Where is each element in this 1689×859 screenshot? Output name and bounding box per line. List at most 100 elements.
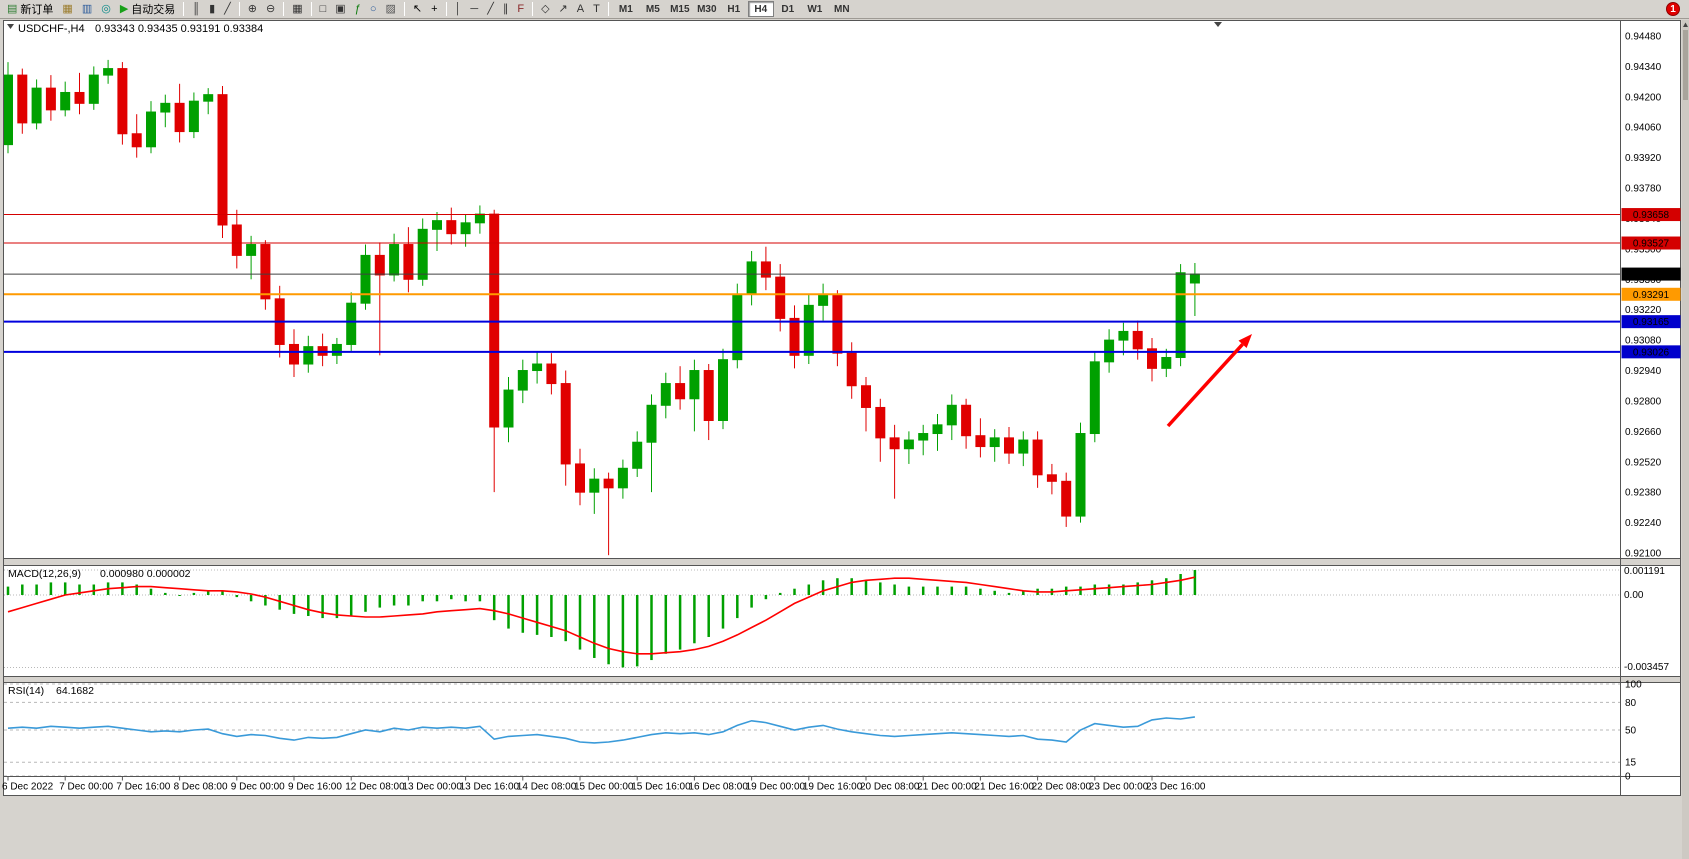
- macd-layer: [6, 570, 1197, 668]
- candle-bearish: [1147, 348, 1157, 369]
- macd-histogram-bar: [707, 595, 710, 637]
- templates-button[interactable]: ▨: [381, 1, 399, 18]
- candle-bullish: [803, 304, 814, 356]
- candle-bullish: [417, 228, 428, 280]
- macd-histogram-bar: [235, 595, 239, 598]
- candle-bearish: [231, 224, 242, 256]
- timeframe-m30-button[interactable]: M30: [694, 1, 720, 17]
- timeframe-m1-button[interactable]: M1: [613, 1, 639, 17]
- vertical-scrollbar[interactable]: [1682, 20, 1689, 859]
- time-axis-label: 14 Dec 08:00: [517, 782, 577, 793]
- macd-histogram-bar: [278, 595, 281, 610]
- price-axis-label: 0.93220: [1625, 305, 1662, 316]
- candles-layer[interactable]: [3, 59, 1200, 556]
- periods-button[interactable]: ○: [366, 1, 381, 18]
- macd-axis-zero-label: 0.00: [1624, 590, 1644, 601]
- time-axis-label: 21 Dec 16:00: [974, 782, 1034, 793]
- time-axis-label: 9 Dec 00:00: [231, 782, 285, 793]
- text-label-button[interactable]: T: [589, 1, 604, 18]
- scrollbar-up-icon[interactable]: [1683, 22, 1688, 28]
- symbol-dropdown-icon[interactable]: [7, 24, 14, 29]
- vertical-line-button[interactable]: │: [451, 1, 466, 18]
- cursor-button[interactable]: ↖: [409, 1, 426, 18]
- chart-ohlc-values: 0.93343 0.93435 0.93191 0.93384: [95, 23, 263, 35]
- candlestick-chart-button[interactable]: ▮: [205, 1, 219, 18]
- macd-histogram-bar: [979, 588, 982, 595]
- timeframe-d1-button[interactable]: D1: [775, 1, 801, 17]
- vertical-line-icon: │: [454, 2, 462, 15]
- chart-wizard-button[interactable]: ▦: [58, 1, 76, 18]
- timeframe-w1-button[interactable]: W1: [802, 1, 828, 17]
- profiles-button[interactable]: ▥: [78, 1, 96, 18]
- new-order-button[interactable]: ▤ 新订单: [3, 1, 57, 18]
- auto-arrange-button[interactable]: ▣: [331, 1, 349, 18]
- new-chart-button[interactable]: □: [316, 1, 331, 18]
- rsi-axis-label: 100: [1625, 680, 1642, 691]
- horizontal-line-button[interactable]: ─: [466, 1, 482, 18]
- timeframe-m15-button[interactable]: M15: [667, 1, 693, 17]
- trendline-button[interactable]: ╱: [483, 1, 498, 18]
- price-axis-label: 0.94480: [1625, 32, 1662, 43]
- candle-bullish: [146, 111, 156, 148]
- macd-histogram-bar: [1150, 580, 1154, 595]
- zoom-in-button[interactable]: ⊕: [244, 1, 261, 18]
- macd-axis-max-label: 0.001191: [1624, 566, 1665, 577]
- annotation-arrow-head[interactable]: [1238, 334, 1252, 349]
- autotrade-button[interactable]: ▶ 自动交易: [116, 1, 179, 18]
- timeframe-mn-button[interactable]: MN: [829, 1, 855, 17]
- time-axis-label: 13 Dec 16:00: [460, 782, 520, 793]
- candle-bullish: [903, 439, 914, 450]
- new-order-button-label: 新订单: [20, 4, 54, 16]
- line-chart-button[interactable]: ╱: [220, 1, 235, 18]
- candle-bullish: [303, 346, 314, 365]
- candle-bearish: [889, 437, 900, 450]
- macd-histogram-bar: [407, 595, 410, 606]
- channel-button[interactable]: ∥: [499, 1, 513, 18]
- rsi-axis-label: 50: [1625, 726, 1637, 737]
- shapes-button[interactable]: ◇: [537, 1, 553, 18]
- time-axis-label: 6 Dec 2022: [2, 782, 54, 793]
- macd-histogram-bar: [307, 595, 310, 616]
- arrows-button[interactable]: ↗: [555, 1, 572, 18]
- text-icon: A: [576, 2, 585, 15]
- fibonacci-button[interactable]: F: [513, 1, 528, 18]
- timeframe-m5-button[interactable]: M5: [640, 1, 666, 17]
- tile-windows-icon: ▦: [292, 2, 303, 15]
- price-axis-label: 0.92520: [1625, 457, 1662, 468]
- macd-axis-min-label: -0.003457: [1624, 662, 1669, 673]
- bar-chart-button[interactable]: ║: [188, 1, 204, 18]
- macd-histogram-bar: [321, 595, 324, 619]
- timeframe-h1-button[interactable]: H1: [721, 1, 747, 17]
- time-axis-label: 13 Dec 00:00: [402, 782, 462, 793]
- macd-histogram-bar: [650, 595, 653, 661]
- chart-background: [3, 20, 1681, 796]
- crosshair-button[interactable]: +: [427, 1, 441, 18]
- time-axis-label: 12 Dec 08:00: [345, 782, 405, 793]
- autotrade-button-label: 自动交易: [131, 4, 176, 16]
- macd-histogram-bar: [149, 588, 153, 595]
- candle-bullish: [589, 478, 600, 493]
- price-line-badge: [1621, 236, 1681, 250]
- candle-bullish: [331, 343, 342, 356]
- candle-bearish: [975, 435, 986, 448]
- macd-histogram-bar: [664, 595, 668, 654]
- zoom-out-button[interactable]: ⊖: [262, 1, 279, 18]
- time-axis-label: 16 Dec 08:00: [688, 782, 748, 793]
- macd-histogram-bar: [1022, 590, 1025, 595]
- zoom-in-icon: ⊕: [247, 2, 257, 15]
- timeframe-h4-button[interactable]: H4: [747, 1, 774, 17]
- notification-badge[interactable]: 1: [1666, 2, 1680, 16]
- market-watch-button[interactable]: ◎: [97, 1, 115, 18]
- macd-histogram-bar: [964, 586, 968, 595]
- annotation-arrow[interactable]: [1166, 343, 1244, 428]
- time-axis-label: 21 Dec 00:00: [917, 782, 977, 793]
- tile-windows-button[interactable]: ▦: [288, 1, 306, 18]
- scrollbar-thumb[interactable]: [1683, 30, 1688, 100]
- macd-indicator-values: 0.000980 0.000002: [100, 568, 191, 580]
- text-button[interactable]: A: [573, 1, 588, 18]
- macd-histogram-bar: [750, 595, 753, 608]
- chart-shift-marker[interactable]: [1214, 22, 1222, 27]
- horizontal-line-icon: ─: [470, 2, 479, 15]
- indicators-button[interactable]: ƒ: [351, 1, 365, 18]
